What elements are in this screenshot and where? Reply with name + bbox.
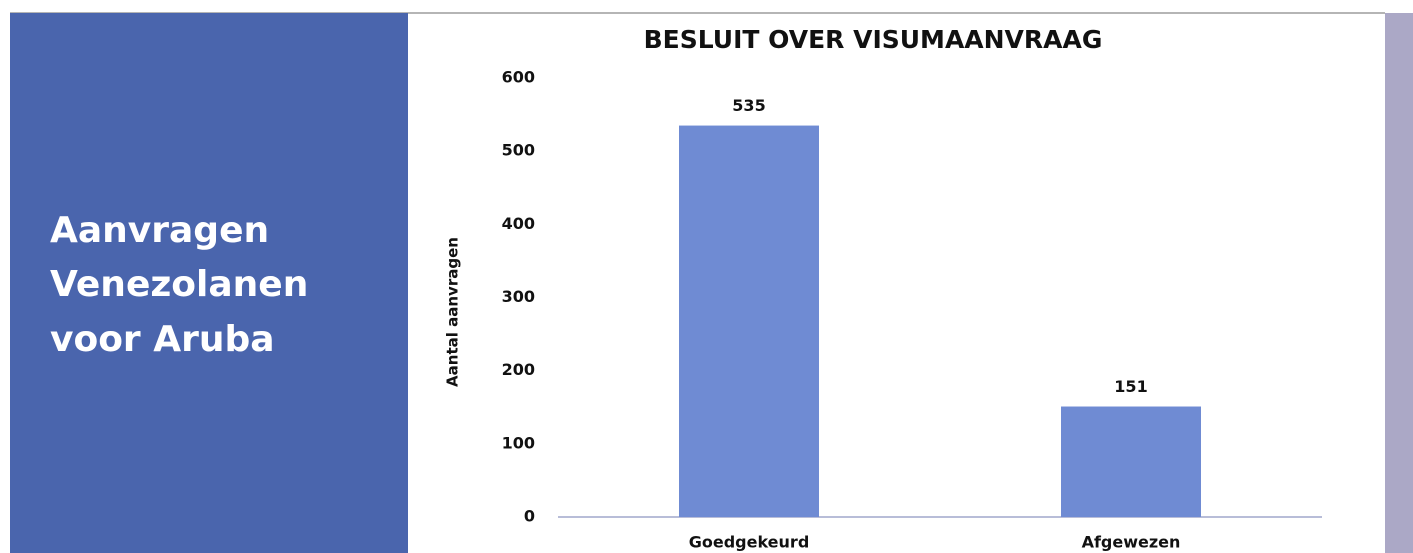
- panel-line: voor Aruba: [50, 319, 275, 360]
- y-tick-label: 100: [502, 433, 535, 452]
- panel-line: Aanvragen: [50, 210, 269, 251]
- data-label: 535: [732, 96, 765, 115]
- y-tick-label: 300: [502, 287, 535, 306]
- right-strip: [1385, 13, 1413, 553]
- y-tick-label: 600: [502, 68, 535, 87]
- side-panel: [10, 13, 408, 553]
- x-tick-label: Goedgekeurd: [689, 533, 810, 552]
- y-axis-label: Aantal aanvragen: [444, 237, 462, 387]
- chart-title: BESLUIT OVER VISUMAANVRAAG: [644, 25, 1103, 54]
- panel-line: Venezolanen: [50, 264, 308, 305]
- x-tick-label: Afgewezen: [1082, 533, 1181, 552]
- y-tick-label: 500: [502, 141, 535, 160]
- y-tick-label: 400: [502, 214, 535, 233]
- bar: [1061, 406, 1201, 517]
- data-label: 151: [1114, 377, 1147, 396]
- panel-title: Aanvragen Venezolanen voor Aruba: [50, 210, 308, 360]
- y-tick-label: 200: [502, 360, 535, 379]
- y-tick-label: 0: [524, 507, 535, 526]
- bar: [679, 125, 819, 517]
